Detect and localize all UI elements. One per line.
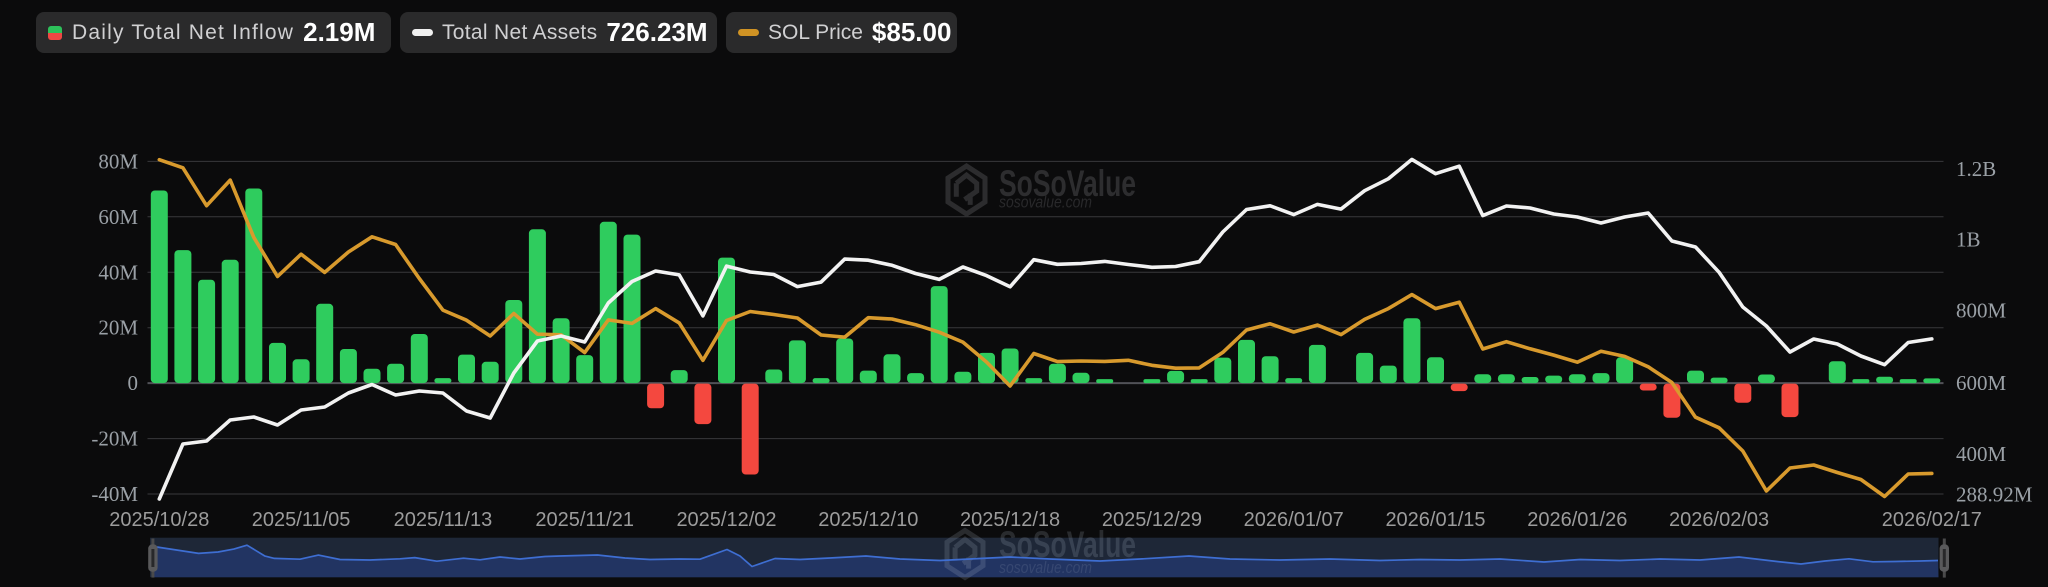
svg-text:1B: 1B: [1956, 227, 1981, 251]
svg-text:2026/02/03: 2026/02/03: [1669, 509, 1769, 531]
svg-text:2025/10/28: 2025/10/28: [109, 509, 209, 531]
svg-text:sosovalue.com: sosovalue.com: [999, 193, 1092, 212]
svg-text:1.2B: 1.2B: [1956, 157, 1996, 181]
svg-text:2025/12/02: 2025/12/02: [676, 509, 776, 531]
svg-text:2026/02/17: 2026/02/17: [1882, 509, 1982, 531]
svg-text:sosovalue.com: sosovalue.com: [999, 558, 1092, 577]
svg-text:2025/12/29: 2025/12/29: [1102, 509, 1202, 531]
svg-text:2025/11/21: 2025/11/21: [535, 509, 634, 531]
svg-text:60M: 60M: [98, 205, 138, 229]
svg-text:80M: 80M: [98, 149, 138, 173]
svg-text:600M: 600M: [1956, 371, 2007, 395]
svg-text:40M: 40M: [98, 260, 138, 284]
svg-text:2026/01/07: 2026/01/07: [1244, 509, 1344, 531]
svg-text:2025/11/05: 2025/11/05: [252, 509, 351, 531]
svg-text:20M: 20M: [98, 316, 138, 340]
svg-text:SoSoValue: SoSoValue: [999, 163, 1136, 204]
svg-text:2025/12/10: 2025/12/10: [818, 509, 918, 531]
svg-text:400M: 400M: [1956, 442, 2007, 466]
svg-text:2026/01/15: 2026/01/15: [1385, 509, 1485, 531]
svg-text:2026/01/26: 2026/01/26: [1527, 509, 1627, 531]
svg-text:2025/11/13: 2025/11/13: [394, 509, 493, 531]
svg-text:800M: 800M: [1956, 298, 2007, 322]
svg-text:288.92M: 288.92M: [1956, 483, 2033, 507]
svg-text:2025/12/18: 2025/12/18: [960, 509, 1060, 531]
svg-text:0: 0: [128, 371, 139, 395]
svg-text:-20M: -20M: [91, 427, 138, 451]
svg-text:-40M: -40M: [91, 482, 138, 506]
